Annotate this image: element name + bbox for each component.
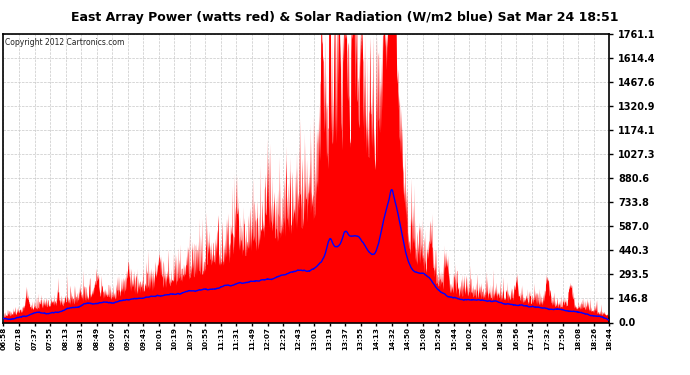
- Text: Copyright 2012 Cartronics.com: Copyright 2012 Cartronics.com: [6, 38, 125, 47]
- Text: East Array Power (watts red) & Solar Radiation (W/m2 blue) Sat Mar 24 18:51: East Array Power (watts red) & Solar Rad…: [71, 11, 619, 24]
